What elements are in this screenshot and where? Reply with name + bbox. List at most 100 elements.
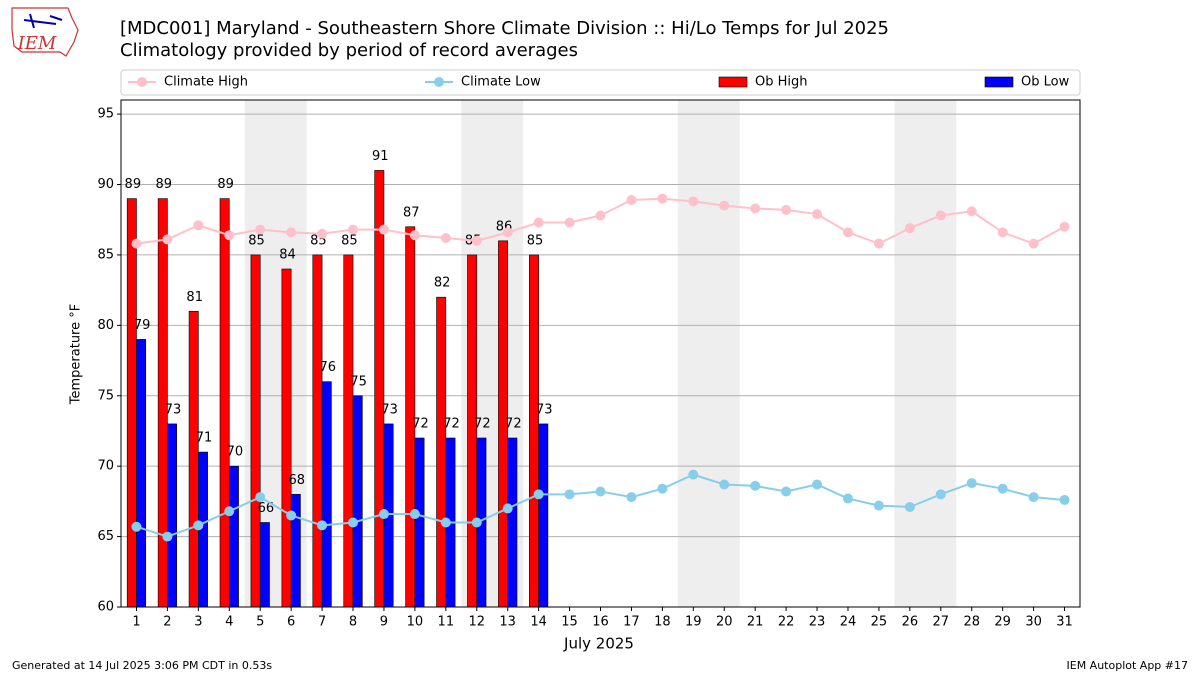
point [1059,221,1070,232]
point [162,234,173,245]
plot-frame [120,99,1081,608]
data-label: 72 [412,417,429,432]
y-tick-label: 95 [97,107,114,122]
footer-left: Generated at 14 Jul 2025 3:06 PM CDT in … [12,659,272,672]
data-label: 82 [434,276,451,291]
data-label: 73 [536,402,553,417]
point [719,479,730,490]
footer-right: IEM Autoplot App #17 [1067,659,1189,672]
data-label: 91 [372,149,389,164]
point [564,489,575,500]
point [904,502,915,513]
x-tick-label: 7 [318,615,326,630]
x-tick-label: 1 [132,615,140,630]
point [224,506,235,517]
point [162,531,173,542]
data-label: 71 [196,431,213,446]
data-label: 72 [505,417,522,432]
x-tick-label: 27 [933,615,950,630]
legend-label: Climate Low [461,75,541,90]
y-axis-label: Temperature °F [69,304,84,405]
point [657,193,668,204]
point [471,517,482,528]
point [440,233,451,244]
x-tick-label: 29 [994,615,1011,630]
y-tick-label: 60 [97,600,114,615]
data-label: 85 [248,233,265,248]
bar [167,423,177,608]
point [409,509,420,520]
bar [281,268,292,608]
point [502,227,513,238]
x-tick-label: 20 [716,615,733,630]
point [224,230,235,241]
x-tick-label: 17 [623,615,640,630]
data-label: 70 [227,445,244,460]
y-tick-label: 90 [97,177,114,192]
bar [250,254,261,608]
x-tick-label: 30 [1025,615,1042,630]
bar [126,198,137,608]
x-tick-label: 2 [163,615,171,630]
x-tick-label: 23 [809,615,826,630]
x-tick-label: 16 [592,615,609,630]
bar [507,437,518,608]
weekend-shade [894,100,957,607]
data-label: 75 [350,374,367,389]
legend-marker [137,77,147,87]
point [255,224,266,235]
point [131,521,142,532]
point [812,209,823,220]
point [657,483,668,494]
legend-label: Ob Low [1021,75,1070,90]
x-axis-label: July 2025 [563,635,634,653]
point [997,483,1008,494]
bar [259,522,270,608]
x-tick-label: 13 [499,615,516,630]
weekend-shade [677,100,740,607]
data-label: 68 [289,473,306,488]
point [193,220,204,231]
point [502,503,513,514]
point [935,210,946,221]
data-label: 81 [186,290,203,305]
point [1028,492,1039,503]
bar [219,198,230,608]
x-tick-label: 22 [778,615,795,630]
logo-text: IEM [17,33,57,54]
data-label: 89 [125,177,142,192]
data-label: 72 [443,417,460,432]
legend-marker [434,77,444,87]
point [688,469,699,480]
point [842,493,853,504]
x-tick-label: 21 [747,615,764,630]
x-tick-label: 25 [871,615,888,630]
point [873,238,884,249]
bar [414,437,425,608]
point [471,235,482,246]
data-label: 72 [474,417,491,432]
x-tick-label: 14 [530,615,547,630]
point [348,224,359,235]
bar [529,254,539,608]
data-label: 73 [165,402,182,417]
point [255,492,266,503]
bar [228,465,239,608]
point [904,223,915,234]
legend-swatch [718,76,748,88]
y-tick-label: 70 [97,459,114,474]
x-tick-label: 31 [1056,615,1073,630]
legend-label: Climate High [164,75,248,90]
point [1059,494,1070,505]
point [966,478,977,489]
point [719,200,730,211]
point [873,500,884,511]
bar [343,254,354,608]
point [1028,238,1039,249]
data-label: 66 [258,501,275,516]
data-label: 79 [134,318,151,333]
data-label: 85 [341,233,358,248]
point [781,204,792,215]
x-tick-label: 8 [349,615,357,630]
